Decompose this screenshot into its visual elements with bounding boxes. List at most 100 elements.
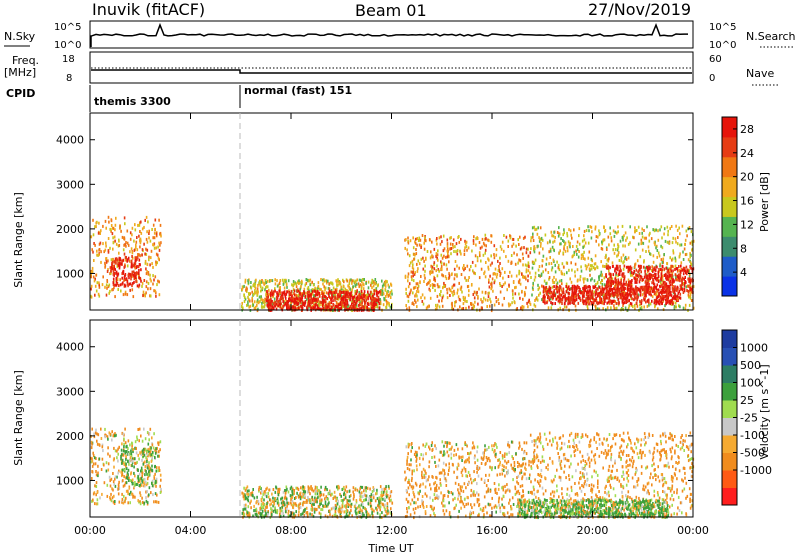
- data-cell: [659, 284, 661, 288]
- data-cell: [635, 287, 637, 291]
- data-cell: [112, 226, 115, 230]
- data-cell: [247, 297, 250, 301]
- data-cell: [679, 275, 682, 279]
- data-cell: [102, 224, 104, 228]
- data-cell: [361, 278, 364, 281]
- data-cell: [654, 285, 656, 289]
- data-cell: [370, 493, 373, 497]
- data-cell: [678, 304, 680, 308]
- data-cell: [618, 273, 621, 276]
- data-cell: [269, 303, 271, 307]
- data-cell: [307, 286, 310, 289]
- data-cell: [462, 298, 465, 301]
- data-cell: [132, 270, 135, 274]
- data-cell: [305, 278, 308, 281]
- data-cell: [96, 502, 99, 506]
- data-cell: [375, 299, 378, 302]
- data-cell: [573, 295, 576, 299]
- data-cell: [556, 287, 559, 291]
- data-cell: [146, 452, 149, 456]
- data-cell: [125, 496, 127, 500]
- data-cell: [143, 477, 146, 481]
- data-cell: [570, 287, 572, 291]
- data-cell: [280, 294, 283, 298]
- data-cell: [145, 496, 147, 500]
- data-cell: [124, 461, 126, 465]
- data-cell: [424, 269, 426, 273]
- data-cell: [328, 489, 331, 493]
- data-cell: [359, 509, 361, 513]
- data-cell: [614, 300, 617, 304]
- data-cell: [316, 293, 319, 297]
- data-cell: [441, 304, 444, 308]
- data-cell: [279, 299, 282, 303]
- data-cell: [139, 263, 141, 267]
- data-cell: [147, 220, 149, 224]
- data-cell: [654, 275, 657, 279]
- data-cell: [453, 292, 456, 296]
- data-cell: [97, 464, 99, 468]
- data-cell: [565, 290, 568, 294]
- data-cell: [617, 246, 619, 250]
- data-cell: [441, 273, 443, 277]
- data-cell: [582, 257, 585, 260]
- data-cell: [145, 291, 147, 295]
- data-cell: [565, 305, 568, 309]
- data-cell: [604, 292, 607, 296]
- data-cell: [606, 280, 608, 284]
- data-cell: [533, 225, 536, 229]
- data-cell: [124, 258, 127, 262]
- data-cell: [376, 294, 378, 298]
- data-cell: [140, 231, 143, 235]
- data-cell: [327, 286, 330, 290]
- data-cell: [468, 305, 470, 309]
- data-cell: [641, 248, 644, 252]
- data-cell: [323, 285, 325, 289]
- data-cell: [313, 294, 315, 298]
- data-cell: [307, 496, 309, 499]
- data-cell: [135, 482, 137, 486]
- data-cell: [134, 266, 136, 270]
- data-cell: [96, 442, 99, 446]
- data-cell: [134, 461, 136, 465]
- data-cell: [671, 297, 674, 300]
- data-cell: [675, 240, 677, 244]
- data-cell: [510, 260, 513, 264]
- data-cell: [553, 289, 556, 293]
- data-cell: [282, 514, 285, 518]
- data-cell: [453, 289, 455, 293]
- data-cell: [387, 294, 390, 298]
- data-cell: [441, 299, 443, 303]
- data-cell: [95, 502, 98, 506]
- data-cell: [363, 493, 366, 497]
- data-cell: [607, 283, 610, 287]
- data-cell: [127, 452, 130, 456]
- data-cell: [685, 280, 687, 284]
- data-cell: [433, 262, 435, 266]
- data-cell: [654, 299, 657, 303]
- data-cell: [610, 279, 613, 283]
- data-cell: [640, 305, 643, 309]
- data-cell: [138, 223, 141, 227]
- data-cell: [131, 288, 134, 292]
- data-cell: [127, 284, 129, 288]
- data-cell: [443, 281, 445, 285]
- data-cell: [100, 260, 102, 264]
- data-cell: [612, 229, 615, 233]
- data-cell: [456, 249, 459, 252]
- data-cell: [643, 289, 646, 293]
- data-cell: [432, 270, 434, 274]
- data-cell: [149, 273, 151, 277]
- data-cell: [311, 298, 313, 302]
- data-cell: [609, 294, 611, 297]
- data-cell: [159, 232, 161, 236]
- data-cell: [246, 303, 248, 307]
- data-cell: [585, 301, 588, 305]
- data-cell: [426, 282, 428, 286]
- data-cell: [420, 275, 422, 278]
- data-cell: [684, 253, 687, 257]
- data-cell: [661, 265, 664, 268]
- data-cell: [617, 230, 619, 234]
- data-cell: [603, 302, 605, 306]
- data-cell: [260, 305, 263, 309]
